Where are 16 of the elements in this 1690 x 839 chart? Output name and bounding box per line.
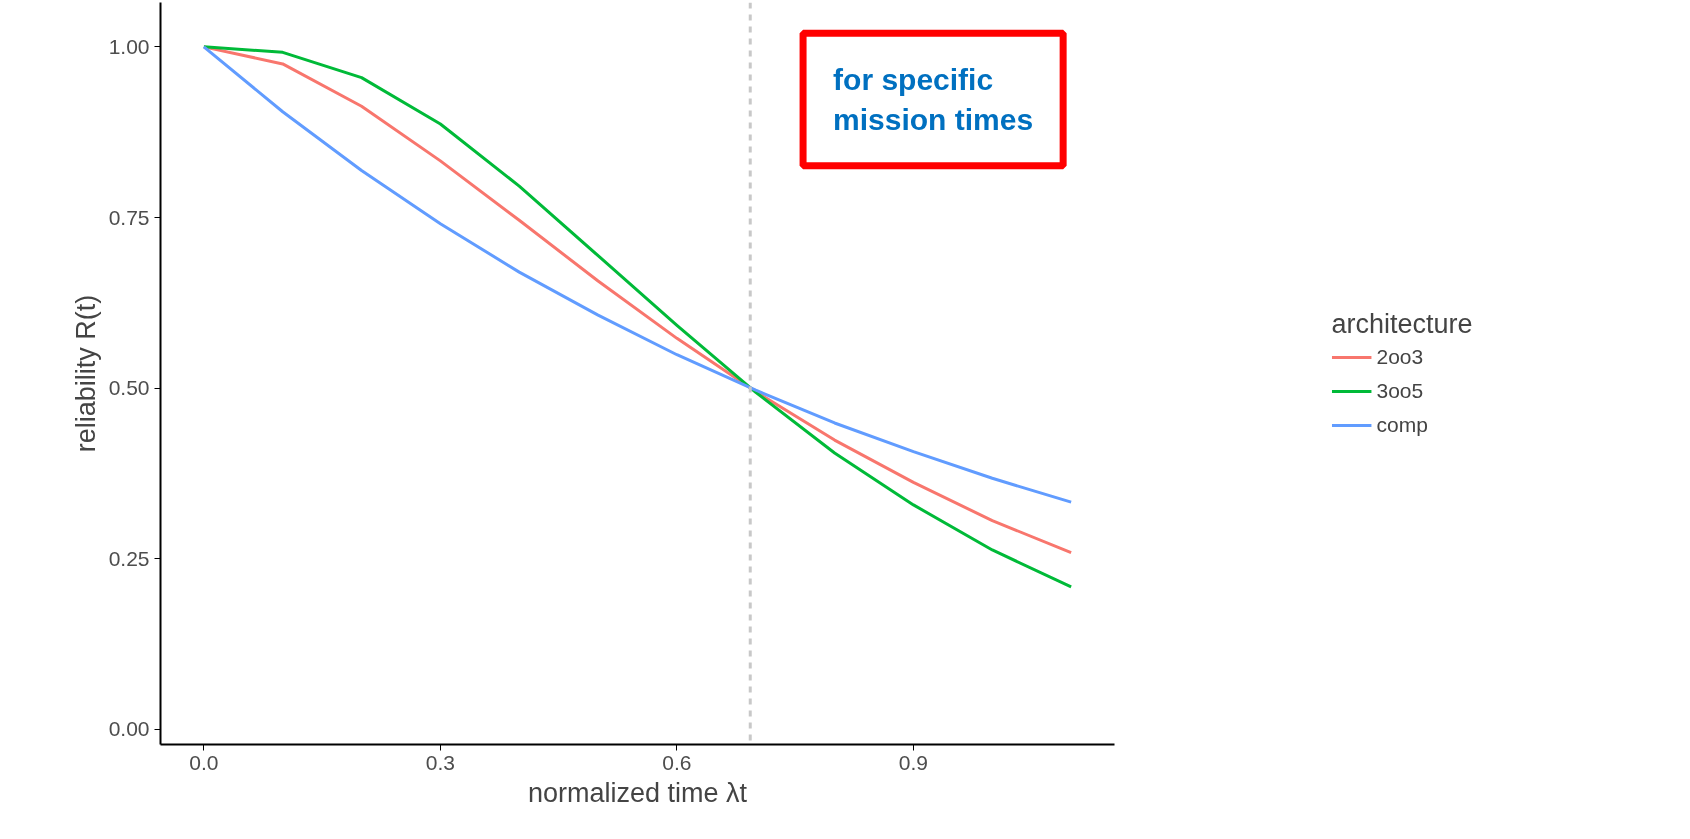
y-tick-label: 0.75 bbox=[108, 205, 150, 229]
legend-title: architecture bbox=[1331, 309, 1473, 340]
y-tick-label: 0.50 bbox=[108, 376, 150, 400]
y-tick-label: 0.25 bbox=[108, 546, 150, 570]
annotation: for specific mission times bbox=[833, 63, 1034, 136]
x-tick-label: 0.9 bbox=[898, 750, 929, 774]
x-tick-label: 0.6 bbox=[662, 750, 692, 774]
x-tick-label: 0.3 bbox=[425, 750, 455, 774]
legend-label: comp bbox=[1376, 413, 1428, 437]
y-axis-title: reliability R(t) bbox=[70, 294, 101, 453]
legend-label: 2oo3 bbox=[1376, 345, 1424, 369]
y-tick-label: 0.00 bbox=[108, 717, 150, 741]
y-tick-label: 1.00 bbox=[108, 34, 150, 58]
x-tick-label: 0.0 bbox=[189, 750, 219, 774]
legend-label: 3oo5 bbox=[1376, 379, 1424, 403]
x-axis-title: normalized time λt bbox=[527, 777, 748, 808]
